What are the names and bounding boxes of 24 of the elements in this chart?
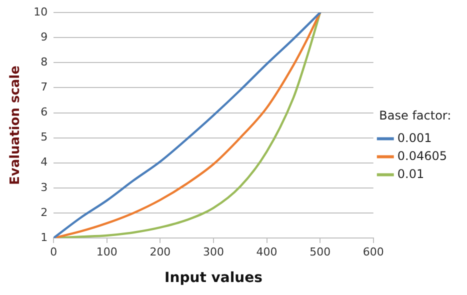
y-tick-label: 4 xyxy=(40,156,48,169)
x-tick-label: 600 xyxy=(362,245,384,258)
legend-title: Base factor: xyxy=(379,108,452,122)
y-tick-label: 5 xyxy=(40,130,48,144)
y-tick-label: 2 xyxy=(40,206,48,219)
y-tick-label: 8 xyxy=(40,56,48,69)
x-tick-label: 400 xyxy=(256,245,278,258)
y-tick-label: 6 xyxy=(40,106,48,119)
y-tick-label: 3 xyxy=(40,180,48,194)
x-tick-label: 100 xyxy=(96,245,118,258)
y-axis-title: Evaluation scale xyxy=(8,65,24,186)
line-series xyxy=(54,12,322,238)
y-tick-label: 9 xyxy=(40,30,48,44)
y-tick-label: 7 xyxy=(40,80,48,94)
x-tick-label: 200 xyxy=(150,245,171,258)
x-axis-title: Input values xyxy=(164,270,262,286)
legend-label: 0.001 xyxy=(397,130,432,145)
x-tick-label: 500 xyxy=(310,245,331,258)
legend-label: 0.04605 xyxy=(397,148,447,163)
y-tick-label: 10 xyxy=(34,5,48,18)
y-tick-label: 1 xyxy=(40,230,48,244)
x-tick-label: 0 xyxy=(50,245,58,258)
legend-label: 0.01 xyxy=(397,166,424,181)
x-tick-label: 300 xyxy=(202,245,224,258)
